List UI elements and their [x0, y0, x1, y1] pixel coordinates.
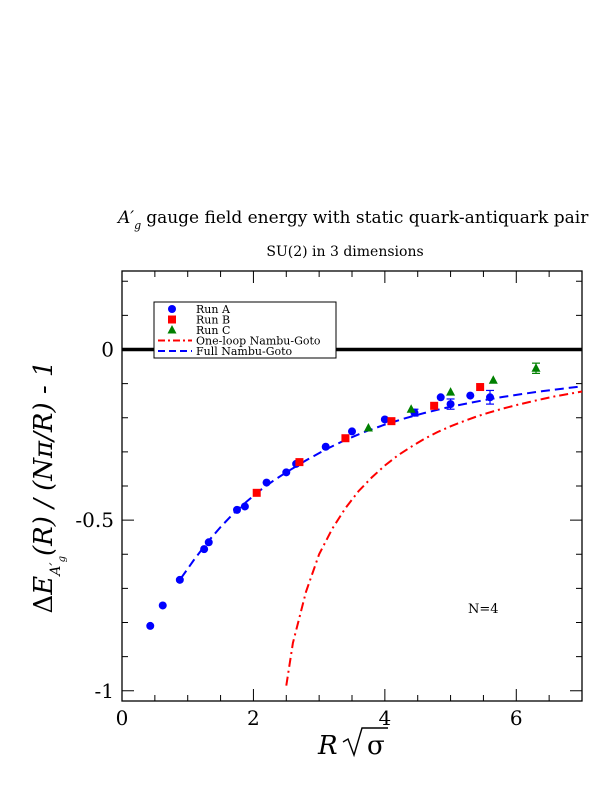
data-point-run-a	[380, 415, 389, 424]
legend-label: Run C	[196, 324, 230, 337]
y-tick-label: -1	[95, 679, 114, 703]
data-point-run-a	[446, 400, 455, 409]
data-point-run-a	[466, 391, 475, 400]
legend-marker	[168, 305, 176, 313]
data-point-run-a	[158, 601, 167, 610]
chart-title: A′g gauge field energy with static quark-…	[116, 208, 589, 232]
curve-one-loop-nambu-goto	[285, 390, 583, 686]
y-tick-label: 0	[101, 337, 114, 361]
data-point-run-b	[387, 417, 396, 426]
y-axis-label: ΔEA′g(R) / (Nπ/R) - 1	[29, 361, 68, 614]
x-axis-label-sqrt-sigma: σ	[367, 731, 385, 761]
data-point-run-c	[363, 422, 373, 432]
x-tick-label: 0	[116, 706, 129, 730]
data-point-run-c	[406, 404, 416, 413]
x-tick-label: 4	[378, 706, 391, 730]
data-point-run-b	[476, 383, 485, 392]
legend-marker	[167, 325, 177, 334]
data-point-run-a	[262, 478, 271, 487]
chart-subtitle: SU(2) in 3 dimensions	[266, 244, 423, 260]
data-point-run-b	[295, 458, 304, 467]
data-point-run-a	[146, 621, 155, 630]
legend-marker	[168, 315, 176, 324]
data-point-run-a	[436, 393, 445, 402]
legend-label: Run B	[196, 314, 230, 327]
data-point-run-c	[488, 375, 498, 384]
legend-label: Full Nambu-Goto	[196, 345, 293, 358]
data-point-run-a	[486, 393, 494, 402]
data-point-run-a	[233, 505, 241, 514]
legend-box	[153, 301, 337, 359]
data-point-run-a	[204, 538, 213, 547]
svg-text:ΔEA′g(R) / (Nπ/R) - 1: ΔEA′g(R) / (Nπ/R) - 1	[29, 361, 68, 614]
data-point-run-a	[175, 575, 184, 584]
data-point-run-b	[430, 401, 439, 410]
data-point-run-c	[531, 363, 541, 372]
data-point-run-a	[348, 427, 356, 436]
x-tick-label: 2	[247, 706, 260, 730]
x-axis-label: R	[317, 731, 338, 761]
x-tick-label: 6	[510, 706, 523, 730]
data-point-run-b	[252, 488, 261, 497]
data-point-run-c	[446, 387, 456, 396]
data-point-run-b	[341, 434, 350, 443]
data-point-run-a	[200, 545, 209, 554]
data-point-run-a	[240, 502, 249, 511]
annotation-n4: N=4	[468, 602, 499, 617]
legend-label: One-loop Nambu-Goto	[196, 335, 321, 348]
sqrt-symbol	[342, 727, 388, 758]
y-tick-label: -0.5	[75, 508, 114, 532]
data-point-run-a	[321, 442, 330, 451]
curve-full-nambu-goto	[180, 385, 583, 579]
data-point-run-a	[282, 468, 291, 477]
legend-label: Run A	[196, 303, 231, 316]
